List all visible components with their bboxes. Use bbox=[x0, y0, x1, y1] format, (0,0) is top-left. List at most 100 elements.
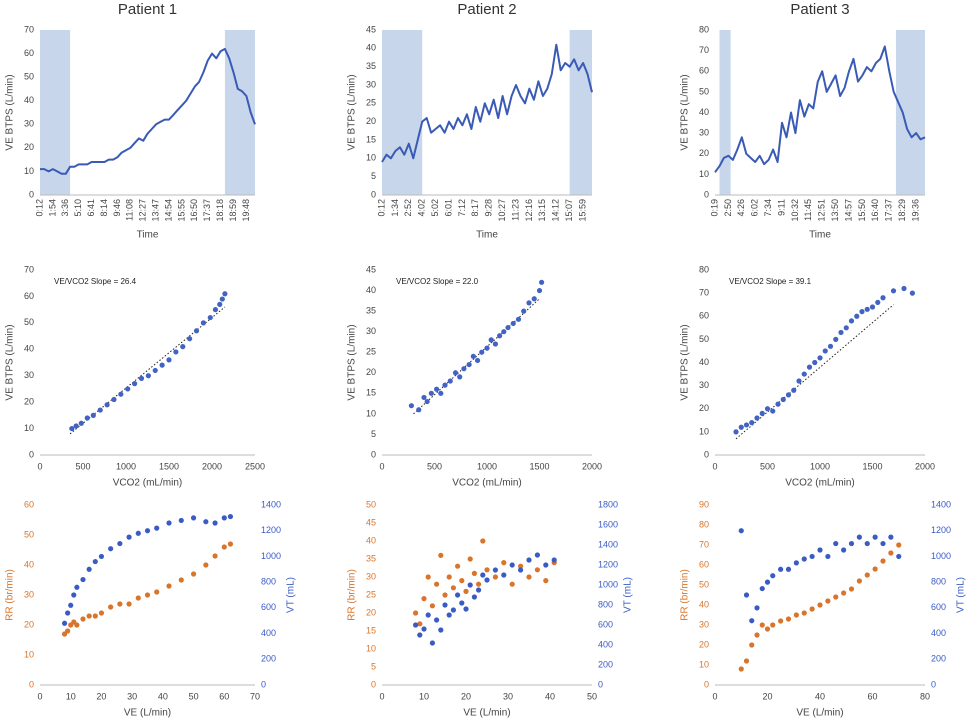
point bbox=[69, 425, 75, 432]
point bbox=[463, 606, 469, 612]
y-tick-label: 50 bbox=[24, 72, 34, 82]
point bbox=[466, 361, 472, 368]
y-tick-label: 50 bbox=[699, 579, 709, 589]
point bbox=[408, 403, 414, 409]
y2-tick-label: 600 bbox=[931, 602, 946, 612]
point bbox=[743, 592, 750, 598]
point bbox=[428, 390, 434, 396]
y2-tick-label: 1200 bbox=[261, 525, 281, 535]
x-tick-label: 9:28 bbox=[484, 199, 494, 217]
y-tick-label: 50 bbox=[24, 317, 34, 327]
y2-tick-label: 600 bbox=[598, 619, 613, 629]
point bbox=[864, 572, 870, 578]
y-tick-label: 60 bbox=[24, 499, 34, 509]
point bbox=[492, 574, 498, 580]
y2-tick-label: 0 bbox=[598, 679, 603, 689]
shaded-phase bbox=[569, 30, 592, 195]
point bbox=[480, 572, 486, 578]
point bbox=[421, 626, 427, 632]
point bbox=[854, 313, 860, 319]
y-tick-label: 30 bbox=[366, 326, 376, 336]
point bbox=[778, 566, 784, 572]
y-tick-label: 10 bbox=[366, 643, 376, 653]
point bbox=[872, 534, 878, 540]
point bbox=[135, 530, 141, 536]
y-tick-label: 80 bbox=[699, 519, 709, 529]
x-axis-title: VCO2 (mL/min) bbox=[452, 478, 521, 489]
shaded-phase bbox=[382, 30, 423, 195]
point bbox=[203, 519, 209, 525]
point bbox=[534, 552, 541, 558]
point bbox=[901, 285, 907, 292]
point bbox=[827, 343, 834, 349]
y-tick-label: 40 bbox=[699, 107, 709, 117]
y-tick-label: 40 bbox=[24, 95, 34, 105]
y2-axis-title: VT (mL) bbox=[623, 577, 634, 613]
y-tick-label: 20 bbox=[366, 116, 376, 126]
point bbox=[429, 603, 435, 609]
x-tick-label: 1000 bbox=[810, 461, 830, 471]
y-tick-label: 40 bbox=[366, 285, 376, 295]
point bbox=[438, 627, 444, 633]
y2-tick-label: 800 bbox=[598, 599, 613, 609]
x-tick-label: 2:52 bbox=[403, 199, 413, 217]
point bbox=[457, 374, 463, 380]
y-tick-label: 70 bbox=[24, 264, 34, 274]
point bbox=[86, 613, 92, 619]
y-tick-label: 35 bbox=[366, 305, 376, 315]
point bbox=[743, 422, 750, 428]
point bbox=[759, 585, 765, 592]
point bbox=[450, 607, 456, 613]
trend-line bbox=[735, 304, 894, 440]
point bbox=[534, 567, 541, 573]
point bbox=[501, 572, 507, 578]
point bbox=[526, 300, 532, 306]
y-tick-label: 30 bbox=[699, 380, 709, 390]
y2-tick-label: 1400 bbox=[931, 499, 951, 509]
y2-tick-label: 1400 bbox=[598, 539, 618, 549]
y2-tick-label: 1200 bbox=[931, 525, 951, 535]
x-axis-title: VE (L/min) bbox=[463, 708, 510, 719]
y-tick-label: 70 bbox=[699, 539, 709, 549]
point bbox=[817, 355, 823, 361]
point bbox=[227, 541, 234, 547]
y-tick-label: 70 bbox=[699, 288, 709, 298]
point bbox=[138, 375, 145, 381]
point bbox=[446, 612, 452, 618]
x-tick-label: 2500 bbox=[245, 461, 265, 471]
point bbox=[166, 357, 172, 363]
point bbox=[118, 391, 124, 397]
point bbox=[450, 585, 456, 591]
x-tick-label: 1000 bbox=[477, 461, 497, 471]
x-tick-label: 50 bbox=[587, 691, 597, 701]
point bbox=[97, 407, 103, 413]
point bbox=[417, 621, 423, 627]
point bbox=[793, 612, 799, 618]
x-tick-label: 18:29 bbox=[897, 199, 907, 222]
point bbox=[770, 622, 776, 628]
point bbox=[434, 581, 440, 587]
y-tick-label: 0 bbox=[371, 189, 376, 199]
y-tick-label: 60 bbox=[24, 48, 34, 58]
y-axis-title: RR (br/min) bbox=[5, 569, 16, 621]
point bbox=[749, 420, 755, 426]
point bbox=[501, 329, 507, 335]
point bbox=[61, 620, 68, 626]
x-tick-label: 4:26 bbox=[736, 199, 746, 217]
y-tick-label: 35 bbox=[366, 61, 376, 71]
panel-title: Patient 3 bbox=[790, 1, 849, 18]
point bbox=[778, 618, 784, 624]
x-axis-title: VCO2 (mL/min) bbox=[785, 478, 854, 489]
point bbox=[461, 366, 467, 372]
y-tick-label: 60 bbox=[699, 559, 709, 569]
point bbox=[459, 600, 465, 606]
x-tick-label: 13:15 bbox=[537, 199, 547, 222]
y-tick-label: 20 bbox=[699, 639, 709, 649]
x-tick-label: 11:08 bbox=[125, 199, 135, 221]
point bbox=[812, 359, 818, 366]
point bbox=[108, 546, 114, 552]
x-tick-label: 1500 bbox=[159, 461, 179, 471]
point bbox=[425, 574, 431, 580]
x-tick-label: 18:59 bbox=[228, 199, 238, 222]
